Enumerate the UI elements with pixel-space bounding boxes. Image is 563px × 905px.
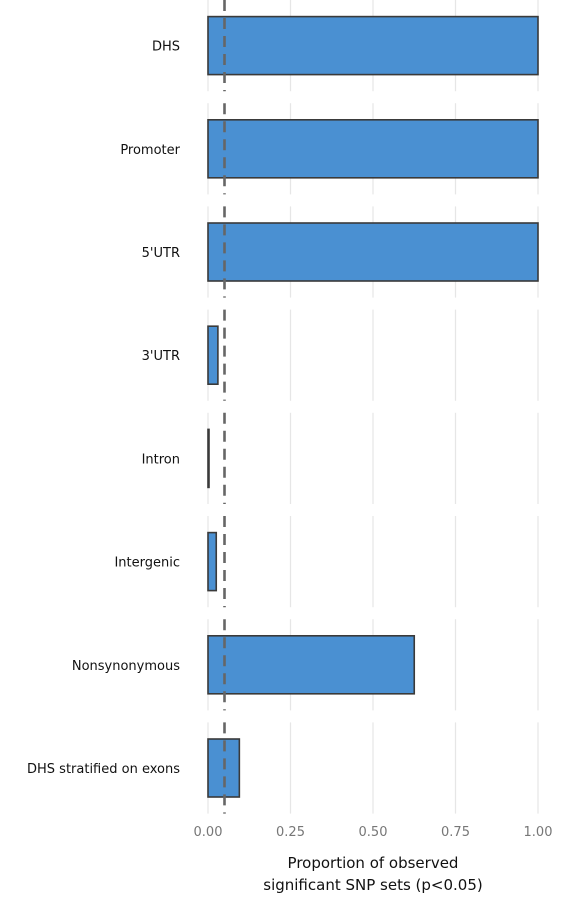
bar — [207, 634, 416, 695]
x-tick-label: 0.00 — [194, 825, 223, 840]
bar — [207, 15, 539, 76]
bars-layer — [207, 15, 539, 798]
x-tick-label: 1.00 — [524, 825, 553, 840]
category-labels: DHS Promoter 5'UTR 3'UTR Intron Intergenic Non… — [27, 40, 181, 777]
x-tick-label: 0.75 — [441, 825, 470, 840]
bar — [207, 428, 210, 489]
category-label: Intergenic — [114, 556, 180, 571]
bar — [207, 325, 219, 386]
x-tick-labels: 0.00 0.25 0.50 0.75 1.00 — [194, 825, 553, 840]
bar — [207, 222, 539, 282]
category-label: Promoter — [120, 143, 180, 158]
x-tick-label: 0.25 — [276, 825, 305, 840]
category-label: Intron — [142, 452, 180, 467]
bar — [207, 119, 539, 179]
x-axis-label-line-1: Proportion of observed — [288, 854, 459, 872]
category-label: DHS — [152, 40, 180, 55]
category-label: 3'UTR — [142, 349, 180, 364]
x-axis-label-line-2: significant SNP sets (p<0.05) — [263, 876, 482, 894]
category-label: Nonsynonymous — [72, 659, 180, 674]
x-tick-label: 0.50 — [359, 825, 388, 840]
bar — [207, 531, 218, 592]
category-label: 5'UTR — [142, 246, 180, 261]
category-label: DHS stratified on exons — [27, 762, 180, 777]
